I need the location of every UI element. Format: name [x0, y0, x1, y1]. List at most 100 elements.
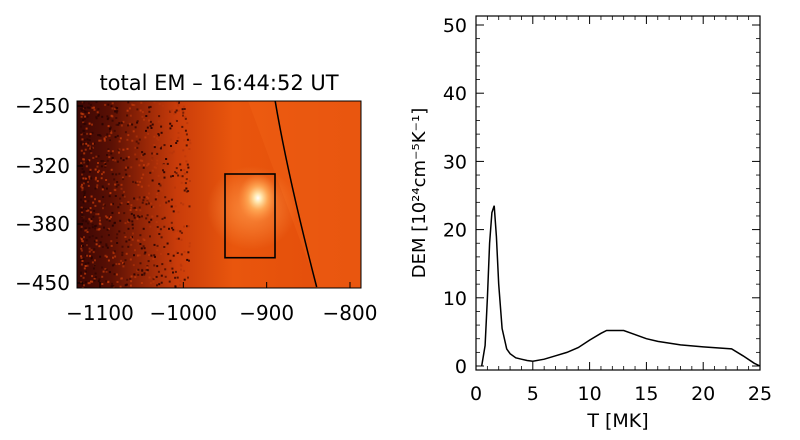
- noise-speck: [134, 146, 137, 149]
- noise-speck: [97, 155, 100, 158]
- noise-speck: [113, 129, 116, 132]
- noise-speck: [118, 148, 121, 151]
- noise-speck: [160, 274, 163, 277]
- noise-speck: [148, 110, 151, 113]
- noise-speck: [105, 244, 108, 247]
- noise-speck: [175, 250, 178, 253]
- noise-speck: [99, 139, 102, 142]
- noise-speck: [85, 228, 88, 231]
- noise-speck: [170, 109, 173, 112]
- noise-speck: [135, 208, 138, 211]
- solar-limb-curve: [274, 101, 318, 288]
- noise-speck: [88, 107, 91, 110]
- noise-speck: [113, 222, 116, 225]
- noise-speck: [127, 134, 130, 137]
- noise-speck: [139, 209, 142, 212]
- noise-speck: [125, 157, 128, 160]
- noise-speck: [120, 124, 123, 127]
- noise-speck: [141, 159, 144, 162]
- noise-speck: [116, 281, 119, 283]
- noise-speck: [142, 199, 145, 202]
- noise-speck: [99, 134, 102, 137]
- noise-speck: [88, 146, 91, 149]
- noise-speck: [81, 211, 83, 214]
- noise-speck: [141, 115, 144, 118]
- noise-speck: [80, 198, 82, 201]
- noise-speck: [119, 285, 122, 288]
- noise-speck: [172, 226, 175, 229]
- noise-speck: [130, 275, 133, 278]
- noise-speck: [151, 152, 154, 155]
- noise-speck: [82, 158, 85, 161]
- noise-speck: [186, 171, 189, 174]
- noise-speck: [160, 281, 163, 284]
- noise-speck: [82, 236, 85, 239]
- noise-speck: [88, 250, 91, 253]
- noise-speck: [142, 164, 145, 167]
- noise-speck: [177, 109, 180, 112]
- noise-speck: [147, 197, 150, 200]
- noise-speck: [115, 273, 118, 276]
- noise-speck: [118, 263, 121, 265]
- noise-speck: [163, 144, 166, 147]
- noise-speck: [80, 154, 83, 157]
- noise-speck: [111, 115, 114, 118]
- noise-speck: [94, 168, 97, 171]
- noise-speck: [186, 163, 189, 166]
- noise-speck: [122, 265, 125, 268]
- noise-speck: [109, 130, 112, 133]
- noise-speck: [165, 201, 168, 204]
- noise-speck: [126, 109, 129, 112]
- noise-speck: [88, 282, 91, 285]
- noise-speck: [82, 190, 85, 193]
- noise-speck: [96, 111, 99, 114]
- noise-speck: [88, 177, 91, 180]
- noise-speck: [116, 160, 119, 163]
- noise-speck: [142, 173, 145, 176]
- noise-speck: [151, 157, 154, 160]
- noise-speck: [166, 162, 169, 165]
- noise-speck: [82, 101, 85, 104]
- noise-speck: [111, 173, 114, 176]
- noise-speck: [180, 238, 183, 241]
- noise-speck: [156, 162, 159, 165]
- noise-speck: [172, 254, 175, 257]
- noise-speck: [130, 206, 133, 209]
- noise-speck: [80, 263, 83, 266]
- noise-speck: [80, 141, 83, 144]
- noise-speck: [106, 115, 109, 118]
- noise-speck: [81, 186, 84, 189]
- noise-speck: [80, 115, 83, 118]
- noise-speck: [80, 112, 83, 115]
- map-title: total EM – 16:44:52 UT: [99, 71, 338, 95]
- noise-speck: [114, 110, 117, 113]
- noise-speck: [133, 104, 136, 107]
- noise-speck: [81, 189, 84, 192]
- noise-speck: [80, 108, 83, 111]
- noise-speck: [84, 229, 87, 232]
- noise-speck: [108, 134, 111, 137]
- noise-speck: [161, 189, 163, 192]
- noise-speck: [169, 110, 172, 113]
- noise-speck: [160, 253, 162, 255]
- noise-speck: [135, 135, 138, 138]
- noise-speck: [102, 207, 104, 210]
- noise-speck: [146, 266, 149, 269]
- noise-speck: [99, 241, 102, 244]
- noise-speck: [160, 147, 162, 150]
- noise-speck: [153, 254, 156, 257]
- noise-speck: [166, 242, 169, 245]
- noise-speck: [81, 209, 83, 212]
- noise-speck: [150, 254, 153, 257]
- noise-speck: [175, 109, 178, 112]
- dem-y-tick-label-5: 50: [443, 15, 467, 37]
- noise-speck: [115, 117, 118, 119]
- noise-speck: [89, 150, 92, 153]
- noise-speck: [81, 173, 84, 176]
- noise-speck: [95, 243, 98, 246]
- noise-speck: [91, 235, 94, 238]
- noise-speck: [87, 112, 90, 114]
- noise-speck: [106, 246, 109, 249]
- noise-speck: [111, 102, 114, 105]
- noise-speck: [160, 131, 163, 134]
